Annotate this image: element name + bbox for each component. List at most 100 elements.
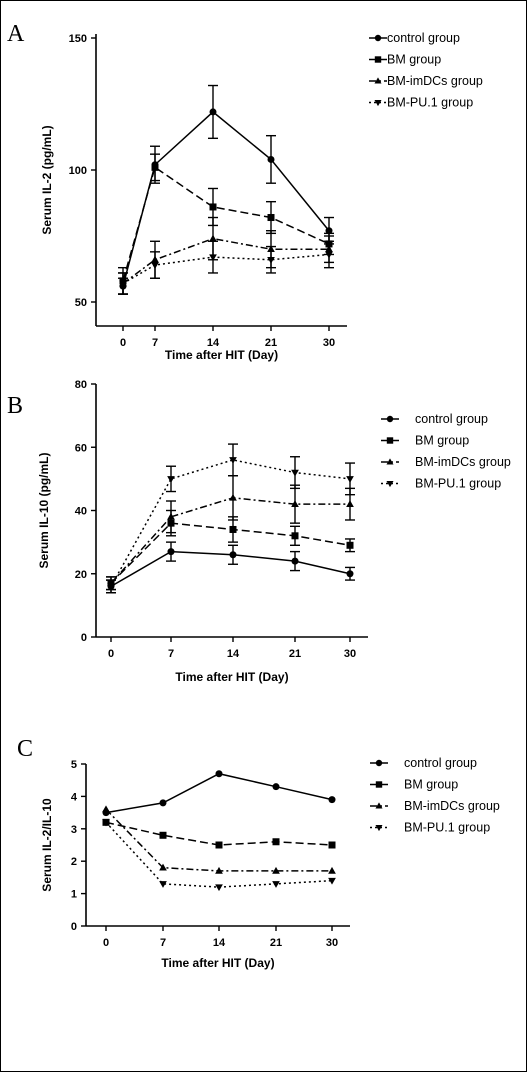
- data-point: [267, 155, 275, 163]
- legend-label: BM-PU.1 group: [387, 96, 473, 110]
- series-line: [110, 459, 351, 587]
- legend-marker: [375, 802, 383, 809]
- legend-label: BM group: [415, 434, 469, 448]
- data-point: [102, 819, 110, 827]
- legend-label: BM group: [387, 53, 441, 67]
- data-point: [267, 214, 275, 222]
- legend-marker: [386, 458, 394, 465]
- y-axis-label: Serum IL-10 (pg/mL): [37, 452, 51, 568]
- data-point: [107, 583, 115, 591]
- chart-panel-b: B 0 20 40 60 80 0 7 14 21 30 Time after HIT (Day) Se…: [7, 379, 511, 684]
- data-point: [291, 557, 299, 565]
- x-axis-label: Time after HIT (Day): [161, 956, 274, 970]
- x-tick-label: 21: [289, 648, 301, 660]
- data-point: [167, 548, 175, 556]
- data-point: [346, 476, 354, 483]
- x-tick-label: 30: [323, 337, 335, 349]
- x-tick-label: 7: [168, 648, 174, 660]
- y-tick-label: 4: [71, 791, 78, 803]
- x-tick-label: 7: [160, 937, 166, 949]
- chart-panel-c: C 0 1 2 3 4 5 0 7 14 21 30 Time after HIT (Day) Serum…: [17, 736, 500, 970]
- y-tick-label: 1: [71, 889, 77, 901]
- data-point: [159, 831, 167, 839]
- legend-label: BM group: [404, 778, 458, 792]
- x-tick-label: 21: [270, 937, 282, 949]
- y-tick-label: 2: [71, 856, 77, 868]
- series-triangle-down: BM-PU.1 group: [102, 819, 490, 892]
- data-point: [102, 805, 110, 813]
- x-tick-label: 14: [213, 937, 226, 949]
- data-point: [229, 457, 237, 464]
- legend-marker: [386, 437, 394, 444]
- y-tick-label: 5: [71, 759, 77, 771]
- data-point: [159, 881, 167, 888]
- chart-panel-a: A 50 100 150 0 7 14 21 30 Time after HIT (Day) Ser…: [7, 21, 483, 362]
- legend-marker: [375, 781, 383, 788]
- y-tick-label: 150: [69, 33, 87, 45]
- series-line: [105, 808, 332, 872]
- data-point: [325, 227, 333, 235]
- data-point: [151, 163, 159, 171]
- data-point: [229, 493, 237, 501]
- series-square: BM group: [118, 53, 441, 295]
- data-point: [215, 770, 223, 778]
- x-tick-label: 14: [207, 337, 220, 349]
- y-tick-label: 40: [75, 506, 87, 518]
- data-point: [215, 841, 223, 849]
- data-point: [325, 251, 333, 259]
- y-tick-label: 50: [75, 297, 87, 309]
- series-line: [122, 166, 330, 282]
- legend-marker: [374, 77, 382, 84]
- data-point: [209, 203, 217, 211]
- legend-marker: [386, 480, 394, 488]
- data-point: [159, 799, 167, 807]
- legend-marker: [374, 99, 382, 107]
- data-point: [291, 500, 299, 507]
- data-point: [229, 551, 237, 559]
- data-point: [159, 863, 167, 871]
- x-tick-label: 0: [120, 337, 126, 349]
- series-triangle-down: BM-PU.1 group: [118, 96, 473, 295]
- data-point: [267, 256, 275, 264]
- legend-label: BM-imDCs group: [387, 74, 483, 88]
- legend-label: BM-PU.1 group: [404, 821, 490, 835]
- data-point: [328, 796, 336, 804]
- series-line: [105, 772, 333, 814]
- series-triangle-up: BM-imDCs group: [102, 799, 500, 874]
- series-line: [105, 821, 333, 888]
- y-tick-label: 0: [71, 921, 77, 933]
- x-tick-label: 30: [344, 648, 356, 660]
- data-point: [346, 500, 354, 507]
- y-tick-label: 0: [81, 632, 87, 644]
- y-tick-label: 20: [75, 569, 87, 581]
- legend-marker: [375, 759, 383, 767]
- data-point: [209, 108, 217, 116]
- data-point: [272, 838, 280, 846]
- x-tick-label: 21: [265, 337, 277, 349]
- data-point: [272, 783, 280, 791]
- y-axis-label: Serum IL-2/IL-10: [40, 798, 54, 892]
- y-axis-label: Serum IL-2 (pg/mL): [40, 125, 54, 234]
- data-point: [272, 881, 280, 888]
- series-triangle-down: BM-PU.1 group: [106, 443, 501, 594]
- data-point: [151, 262, 159, 270]
- data-point: [209, 234, 217, 242]
- data-point: [119, 280, 127, 288]
- panel-letter: B: [7, 393, 23, 419]
- data-point: [291, 469, 299, 477]
- panel-letter: A: [7, 21, 25, 47]
- data-point: [209, 254, 217, 262]
- x-tick-label: 7: [152, 337, 158, 349]
- series-circle: control group: [102, 756, 477, 817]
- data-point: [167, 512, 175, 520]
- x-tick-label: 0: [103, 937, 109, 949]
- data-point: [346, 570, 354, 578]
- x-tick-label: 14: [227, 648, 240, 660]
- y-tick-label: 100: [69, 165, 87, 177]
- legend-marker: [375, 824, 383, 832]
- data-point: [167, 476, 175, 483]
- legend-label: BM-PU.1 group: [415, 477, 501, 491]
- legend-label: BM-imDCs group: [415, 455, 511, 469]
- data-point: [291, 532, 299, 540]
